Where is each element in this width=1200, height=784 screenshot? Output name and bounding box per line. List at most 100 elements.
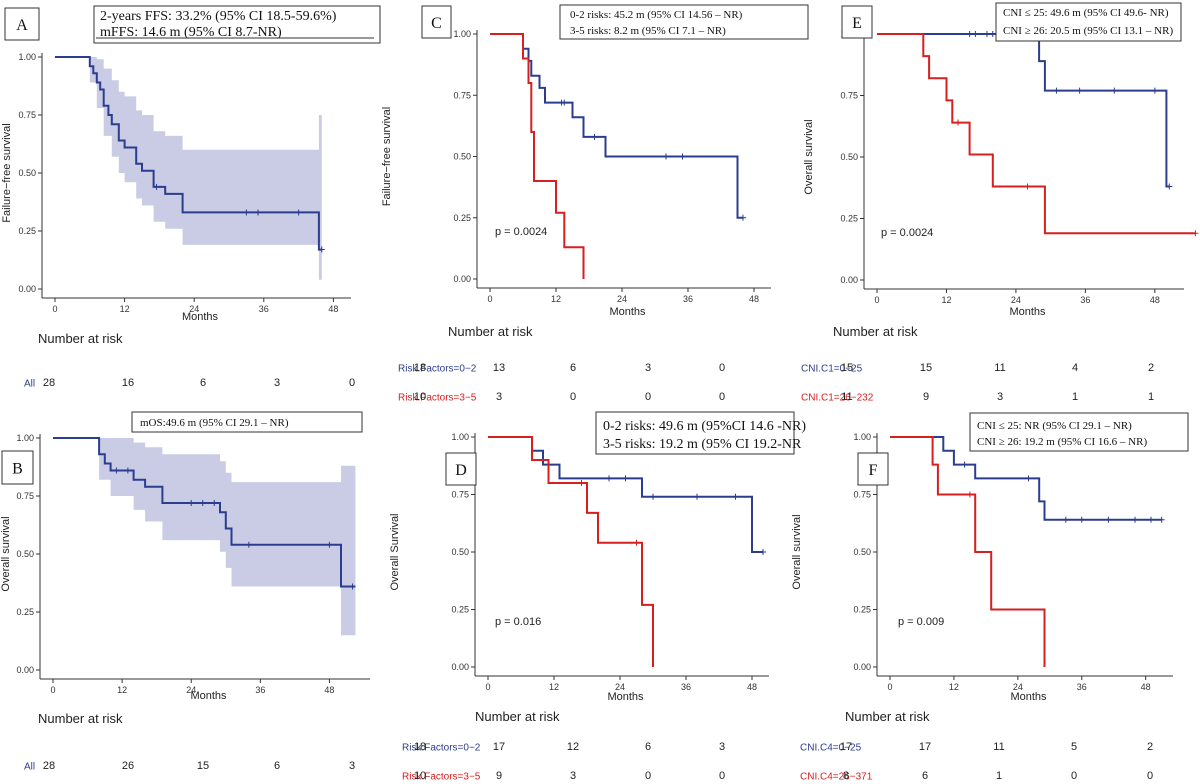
risk-value: 0: [719, 362, 725, 374]
annotation-box: [969, 412, 1189, 452]
censor-mark: [760, 549, 766, 555]
censor-mark: [349, 583, 356, 590]
censor-mark: [740, 214, 746, 221]
x-tick-label: 24: [186, 685, 196, 695]
y-tick-label: 0.75: [840, 91, 858, 101]
risk-value: 28: [43, 377, 55, 389]
risk-value: 28: [43, 760, 55, 772]
panel-label: B: [12, 461, 23, 478]
annotation-box: [595, 411, 795, 455]
x-tick-label: 36: [681, 682, 691, 692]
censor-mark: [591, 133, 598, 140]
risk-value: 2: [1148, 362, 1154, 374]
censor-mark: [1158, 516, 1165, 523]
x-tick-label: 0: [874, 295, 879, 305]
censor-mark: [153, 183, 160, 190]
y-tick-label: 1.00: [451, 432, 469, 442]
x-tick-label: 12: [941, 295, 951, 305]
risk-value: 6: [200, 377, 206, 389]
censor-mark: [989, 31, 996, 37]
x-tick-label: 24: [617, 294, 627, 304]
risk-value: 0: [719, 391, 725, 403]
risk-value: 9: [496, 770, 502, 782]
y-tick-label: 0.00: [840, 275, 858, 285]
x-axis-label: Months: [607, 691, 644, 703]
censor-mark: [243, 209, 250, 216]
annotation-line: CNI ≥ 26: 19.2 m (95% CI 16.6 – NR): [977, 436, 1147, 448]
x-tick-label: 36: [1077, 682, 1087, 692]
censor-mark: [606, 475, 612, 482]
panel-a: 0.000.250.500.751.000 12 24 36 48MonthsFailu…: [1, 5, 381, 390]
y-tick-label: 0.75: [16, 491, 34, 501]
x-tick-label: 24: [1013, 682, 1023, 692]
annotation-box: [995, 2, 1182, 42]
survival-curve-red: [488, 436, 654, 667]
risk-value: 15: [841, 362, 853, 374]
risk-value: 6: [645, 741, 651, 753]
y-axis-label: Overall survival: [791, 514, 803, 589]
x-axis-label: Months: [1010, 691, 1047, 703]
annotation-box: [559, 4, 809, 40]
y-tick-label: 1.00: [18, 52, 36, 62]
y-tick-label: 0.50: [853, 547, 871, 557]
risk-value: 0: [645, 770, 651, 782]
risk-table-title: Number at risk: [38, 331, 123, 346]
censor-mark: [326, 541, 333, 548]
risk-value: 17: [840, 741, 852, 753]
y-tick-label: 1.00: [853, 432, 871, 442]
censor-mark: [983, 31, 990, 37]
y-tick-label: 0.00: [18, 284, 36, 294]
risk-row-label: Risk.Factors=0−2: [398, 364, 477, 375]
risk-value: 17: [919, 741, 931, 753]
risk-value: 3: [349, 760, 355, 772]
annotation-box: [131, 411, 363, 433]
panel-label: A: [16, 17, 28, 34]
risk-value: 10: [414, 770, 426, 782]
censor-mark: [972, 31, 979, 37]
x-tick-label: 0: [52, 304, 57, 314]
panel-label-box: [841, 5, 873, 39]
y-axis-label: Failure−free survival: [1, 123, 13, 222]
x-axis-label: Months: [182, 311, 219, 323]
risk-value: 0: [349, 377, 355, 389]
y-tick-label: 0.50: [16, 549, 34, 559]
y-tick-label: 0.50: [840, 152, 858, 162]
annotation-line: 2-years FFS: 33.2% (95% CI 18.5-59.6%): [100, 9, 337, 24]
annotation-line: CNI ≤ 25: NR (95% CI 29.1 – NR): [977, 420, 1132, 432]
x-tick-label: 48: [749, 294, 759, 304]
annotation-box: [93, 5, 381, 44]
survival-curve-red: [890, 436, 1046, 667]
censor-mark: [124, 467, 131, 474]
confidence-band: [53, 438, 356, 636]
censor-mark: [199, 499, 206, 506]
risk-row-label: CNI.C1=26−232: [801, 393, 874, 404]
risk-value: 26: [122, 760, 134, 772]
risk-value: 5: [1071, 741, 1077, 753]
censor-mark: [961, 461, 968, 468]
risk-value: 6: [922, 770, 928, 782]
risk-value: 17: [493, 741, 505, 753]
risk-table-title: Number at risk: [845, 709, 930, 724]
annotation-line: mFFS: 14.6 m (95% CI 8.7-NR): [100, 25, 282, 40]
survival-curve-red: [877, 33, 1196, 235]
risk-value: 16: [122, 377, 134, 389]
y-tick-label: 1.00: [16, 433, 34, 443]
survival-curve-blue: [877, 33, 1170, 188]
x-tick-label: 48: [328, 304, 338, 314]
censor-mark: [1192, 230, 1199, 237]
risk-value: 6: [570, 362, 576, 374]
panel-e: 0.000.250.500.751.00012243648MonthsOvera…: [801, 2, 1199, 404]
x-tick-label: 12: [949, 682, 959, 692]
risk-value: 8: [843, 770, 849, 782]
risk-value: 3: [496, 391, 502, 403]
x-axis-label: Months: [609, 306, 646, 318]
risk-value: 2: [1147, 741, 1153, 753]
y-axis-label: Overall survival: [803, 119, 815, 194]
panel-d: 0.000.250.500.751.000 12 24 36 48MonthsOvera…: [389, 411, 806, 783]
risk-value: 0: [645, 391, 651, 403]
p-value: p = 0.0024: [495, 226, 547, 238]
y-tick-label: 1.00: [453, 29, 471, 39]
x-tick-label: 0: [887, 682, 892, 692]
censor-mark: [1025, 475, 1032, 482]
